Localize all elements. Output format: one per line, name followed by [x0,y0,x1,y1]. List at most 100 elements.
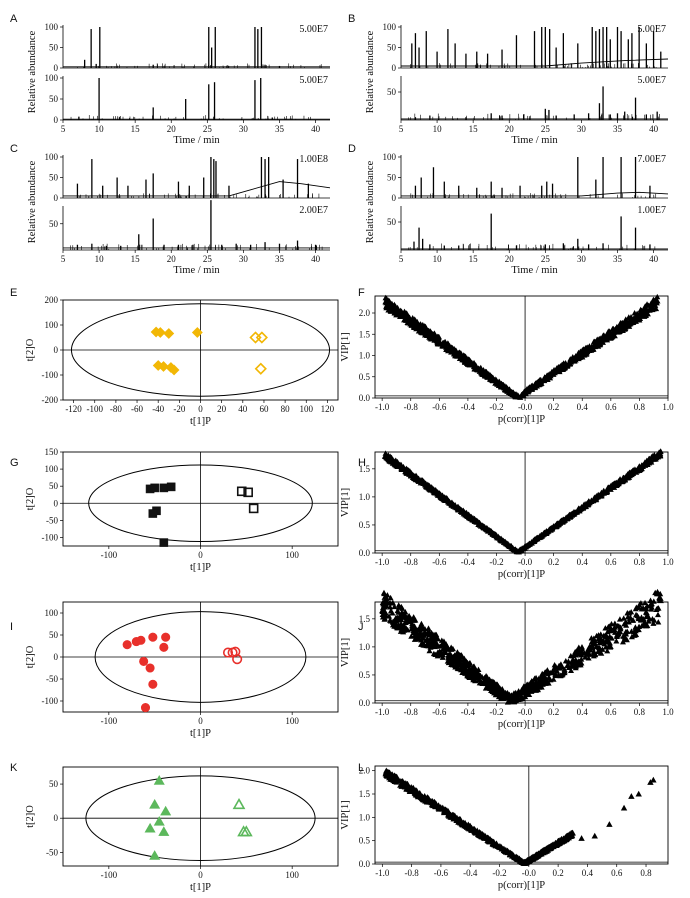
vip-triangle-marker [481,835,488,841]
vip-triangle-marker [535,381,542,388]
vip-triangle-marker [592,343,599,350]
vip-triangle-marker [551,662,558,668]
y-tick-label: -50 [46,847,58,857]
y-tick-label: 0 [54,498,59,508]
intensity-scale-label: 7.00E7 [637,154,666,165]
filled-diamond-marker [154,327,166,338]
vip-triangle-marker [522,691,529,697]
vip-triangle-marker [539,531,546,538]
x-tick-label: 20 [217,404,227,414]
vip-triangle-marker [491,841,498,848]
panel-label: B [348,13,355,25]
vip-triangle-marker [515,689,522,695]
vip-triangle-marker [480,523,487,530]
vip-triangle-marker [576,507,583,514]
vip-triangle-marker [518,695,525,701]
vip-triangle-marker [609,329,616,335]
vip-triangle-marker [399,311,406,317]
trace-bottom: 50 2.00E7 [49,200,330,251]
vip-triangle-marker [559,670,566,677]
vip-plot-panel-J: J -1.0 -0.8 -0.6 -0.4 -0.2 -0.0 0.2 0.4 0.6 0.8 1.0… [340,588,674,730]
vip-triangle-marker [616,616,623,622]
x-tick-label: -100 [101,550,118,560]
y-axis-label: VIP[1] [340,488,351,517]
vip-triangle-marker [457,508,464,514]
filled-diamond-marker [158,361,169,372]
vip-triangle-marker [569,510,576,516]
vip-triangle-marker [404,780,411,787]
vip-triangle-marker [606,821,613,827]
x-tick-label: 0.4 [577,402,589,412]
vip-triangle-marker [523,543,530,549]
x-tick-label: 80 [281,404,291,414]
vip-triangle-marker [538,684,545,690]
vip-triangle-marker [417,479,424,486]
vip-triangle-marker [387,302,394,309]
vip-triangle-marker [438,649,445,656]
vip-triangle-marker [633,604,640,610]
vip-triangle-marker [439,495,446,501]
panel-label: I [10,621,13,633]
x-tick-label: 10 [95,254,105,264]
vip-triangle-marker [552,841,559,848]
intensity-scale-label: 1.00E7 [637,205,666,216]
vip-triangle-marker [640,616,647,622]
vip-triangle-marker [585,649,592,655]
vip-triangle-marker [387,604,394,610]
x-tick-label: -0.0 [518,707,533,717]
vip-triangle-marker [531,685,538,692]
x-tick-label: -0.8 [405,868,420,878]
vip-triangle-marker [629,316,636,323]
x-axis-label: p(corr)[1]P [498,414,545,425]
x-tick-label: 0.2 [548,402,559,412]
vip-triangle-marker [578,835,585,841]
y-tick-label: 0.0 [359,698,371,708]
vip-triangle-marker [429,802,436,809]
vip-triangle-marker [432,651,439,657]
x-tick-label: 0.6 [605,707,617,717]
vip-triangle-marker [595,644,602,651]
x-tick-label: -0.6 [432,402,447,412]
vip-triangle-marker [494,534,501,540]
vip-triangle-marker [484,676,491,683]
y-tick-label: 100 [45,608,59,618]
vip-triangle-marker [429,643,436,649]
open-square-marker [236,486,247,497]
x-tick-label: 1.0 [662,557,674,567]
plot-frame [374,295,669,399]
vip-triangle-marker [466,660,473,666]
vip-triangle-marker [463,667,470,673]
vip-triangle-marker [655,605,662,611]
vip-triangle-marker [650,776,657,783]
vip-triangle-marker [643,613,650,620]
vip-triangle-marker [647,597,654,603]
open-circle-marker [222,647,234,658]
vip-triangle-marker [408,633,415,639]
x-tick-label: 60 [259,404,269,414]
vip-plot-panel-F: F -1.0 -0.8 -0.6 -0.4 -0.2 -0.0 0.2 0.4 0.6 0.8 1.0… [340,287,674,425]
x-tick-label: 0.4 [582,868,594,878]
vip-triangle-marker [398,620,405,627]
vip-triangle-marker [449,345,456,351]
panel-label: K [10,762,18,774]
vip-triangle-marker [465,511,472,518]
vip-triangle-marker [543,527,550,534]
vip-triangle-marker [557,837,564,844]
chromatogram-panel-B: B 0 50 100 5.00E7 50 5.00E7 5 10 15 20 25 30 35 40 Time… [348,13,669,146]
x-tick-label: 35 [613,124,623,134]
vip-triangle-marker [489,374,496,381]
vip-triangle-marker [654,293,661,300]
vip-triangle-marker [654,588,661,595]
vip-triangle-marker [625,321,632,328]
vip-triangle-marker [557,362,564,369]
x-tick-label: 30 [577,124,587,134]
vip-triangle-marker [571,356,578,362]
vip-triangle-marker [604,647,611,654]
vip-triangle-marker [434,489,441,496]
vip-triangle-marker [428,797,435,804]
y-tick-label: 0.5 [359,520,371,530]
vip-triangle-marker [440,343,447,349]
panel-label: H [358,457,366,469]
vip-triangle-marker [628,793,635,799]
